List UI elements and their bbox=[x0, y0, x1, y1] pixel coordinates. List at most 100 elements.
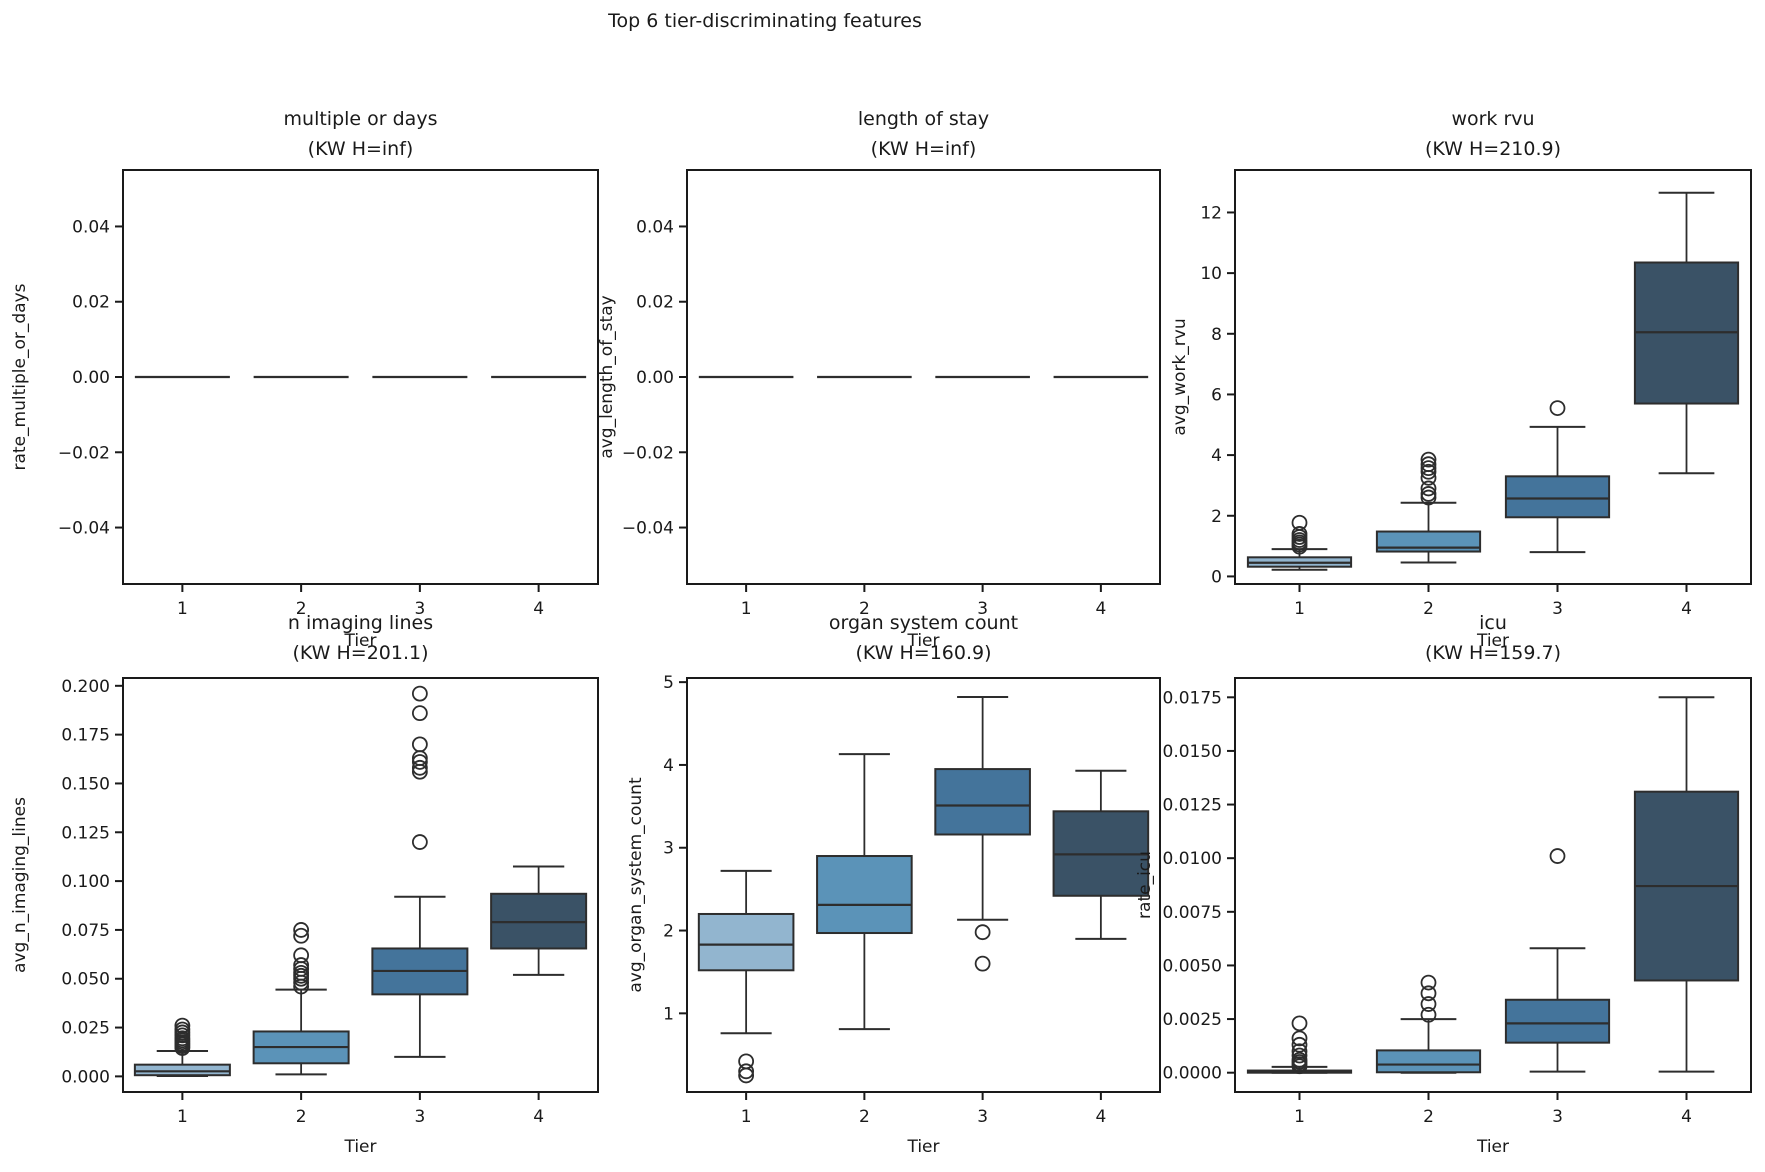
y-tick-label: 0.0075 bbox=[1163, 903, 1222, 923]
subplot-title: work rvu bbox=[1451, 108, 1534, 130]
y-tick-label: 0.000 bbox=[61, 1067, 110, 1087]
y-tick-label: 4 bbox=[663, 756, 674, 776]
axis-label-y: avg_organ_system_count bbox=[626, 777, 646, 993]
x-tick-label: 2 bbox=[1423, 599, 1434, 619]
y-tick-label: 0.0025 bbox=[1163, 1010, 1222, 1030]
x-tick-label: 2 bbox=[859, 1107, 870, 1127]
x-tick-label: 1 bbox=[177, 599, 188, 619]
subplot-subtitle: (KW H=201.1) bbox=[292, 642, 428, 664]
y-tick-label: 0.02 bbox=[72, 293, 110, 313]
outlier-point bbox=[411, 759, 428, 776]
y-tick-label: −0.04 bbox=[622, 519, 674, 539]
axes-frame bbox=[122, 677, 599, 1093]
outlier-point bbox=[411, 685, 428, 702]
box-group-tier-1 bbox=[1246, 514, 1353, 571]
outlier-point bbox=[1291, 1051, 1308, 1068]
outlier-point bbox=[174, 1017, 191, 1034]
outlier-point bbox=[293, 964, 310, 981]
outlier-point bbox=[1291, 514, 1308, 531]
y-tick-label: 12 bbox=[1200, 203, 1222, 223]
x-tick-label: 3 bbox=[1552, 1107, 1563, 1127]
axis-label-y: rate_multiple_or_days bbox=[10, 283, 30, 470]
box-group-tier-3 bbox=[1504, 848, 1611, 1073]
subplot-title: n imaging lines bbox=[288, 612, 433, 634]
box bbox=[697, 912, 795, 972]
y-tick-label: 0.0100 bbox=[1163, 849, 1222, 869]
y-tick-label: 0.150 bbox=[61, 774, 110, 794]
axis-label-y: avg_length_of_stay bbox=[597, 295, 617, 458]
box-group-tier-4 bbox=[1633, 191, 1740, 475]
box-group-tier-1 bbox=[697, 869, 795, 1084]
y-tick-label: 0.00 bbox=[636, 368, 674, 388]
y-tick-label: 0.02 bbox=[636, 293, 674, 313]
box-group-tier-4 bbox=[1633, 696, 1740, 1073]
box bbox=[133, 1063, 231, 1077]
outlier-point bbox=[1420, 985, 1437, 1002]
subplot-subtitle: (KW H=210.9) bbox=[1425, 138, 1561, 160]
y-tick-label: 0.00 bbox=[72, 368, 110, 388]
axis-label-x: Tier bbox=[906, 1137, 939, 1157]
y-tick-label: 2 bbox=[663, 922, 674, 942]
y-tick-label: 0.050 bbox=[61, 970, 110, 990]
subplot-icu: 0.0000 0.0025 0.0050 0.0075 0.0100 0.0125 0.01… bbox=[1135, 612, 1752, 1157]
x-tick-label: 4 bbox=[1095, 1107, 1106, 1127]
x-tick-label: 4 bbox=[533, 1107, 544, 1127]
y-tick-label: 0.0000 bbox=[1163, 1064, 1222, 1084]
axis-label-x: Tier bbox=[906, 631, 939, 651]
y-tick-label: 0.100 bbox=[61, 872, 110, 892]
outlier-point bbox=[1291, 1036, 1308, 1053]
x-tick-label: 2 bbox=[296, 599, 307, 619]
y-tick-label: 0.125 bbox=[61, 823, 110, 843]
x-tick-label: 2 bbox=[296, 1107, 307, 1127]
subplot-title: length of stay bbox=[858, 108, 989, 130]
axis-label-y: avg_n_imaging_lines bbox=[10, 797, 30, 973]
outlier-point bbox=[1420, 486, 1437, 502]
subplot-length-of-stay: 0.04 0.02 0.00 −0.02 −0.04 1 2 3 4 Tier avg_length… bbox=[597, 108, 1161, 651]
y-tick-label: −0.02 bbox=[58, 443, 110, 463]
figure-title: Top 6 tier-discriminating features bbox=[608, 10, 922, 32]
x-tick-label: 3 bbox=[977, 1107, 988, 1127]
subplot-n-imaging-lines: 0.000 0.025 0.050 0.075 0.100 0.125 0.150 0.175… bbox=[10, 612, 599, 1157]
outlier-point bbox=[1291, 526, 1308, 542]
axis-label-y: rate_icu bbox=[1135, 851, 1155, 919]
y-tick-label: 0 bbox=[1211, 567, 1222, 587]
axis-label-x: Tier bbox=[1476, 1137, 1509, 1157]
x-tick-label: 1 bbox=[741, 599, 752, 619]
outlier-point bbox=[293, 947, 310, 964]
subplot-title: multiple or days bbox=[284, 108, 438, 130]
x-tick-label: 3 bbox=[977, 599, 988, 619]
y-tick-label: 1 bbox=[663, 1004, 674, 1024]
outlier-point bbox=[974, 955, 991, 972]
x-tick-label: 1 bbox=[1294, 1107, 1305, 1127]
y-tick-label: 0.0050 bbox=[1163, 956, 1222, 976]
outlier-point bbox=[1420, 456, 1437, 473]
y-tick-label: 10 bbox=[1200, 264, 1222, 284]
y-tick-label: 0.175 bbox=[61, 726, 110, 746]
box-group-tier-1 bbox=[1246, 1015, 1353, 1075]
outlier-point bbox=[411, 736, 428, 753]
outlier-point bbox=[1549, 848, 1566, 864]
box-group-tier-2 bbox=[1375, 974, 1482, 1074]
y-tick-label: 5 bbox=[663, 673, 674, 693]
outlier-point bbox=[293, 927, 310, 944]
outlier-point bbox=[1549, 400, 1566, 416]
outlier-point bbox=[1420, 974, 1437, 991]
outlier-point bbox=[738, 1067, 755, 1084]
axis-label-y: avg_work_rvu bbox=[1170, 318, 1190, 435]
y-tick-label: 0.0175 bbox=[1163, 688, 1222, 708]
box bbox=[1375, 1049, 1482, 1074]
outlier-point bbox=[1291, 1047, 1308, 1064]
subplot-subtitle: (KW H=inf) bbox=[871, 138, 977, 160]
y-tick-label: 0.025 bbox=[61, 1019, 110, 1039]
box bbox=[1504, 998, 1611, 1044]
subplot-subtitle: (KW H=159.7) bbox=[1425, 642, 1561, 664]
box-group-tier-1 bbox=[133, 1017, 231, 1077]
box-group-tier-3 bbox=[934, 696, 1031, 972]
y-tick-label: −0.02 bbox=[622, 443, 674, 463]
box-group-tier-2 bbox=[1375, 451, 1482, 564]
outlier-point bbox=[293, 922, 310, 938]
x-tick-label: 4 bbox=[1681, 599, 1692, 619]
